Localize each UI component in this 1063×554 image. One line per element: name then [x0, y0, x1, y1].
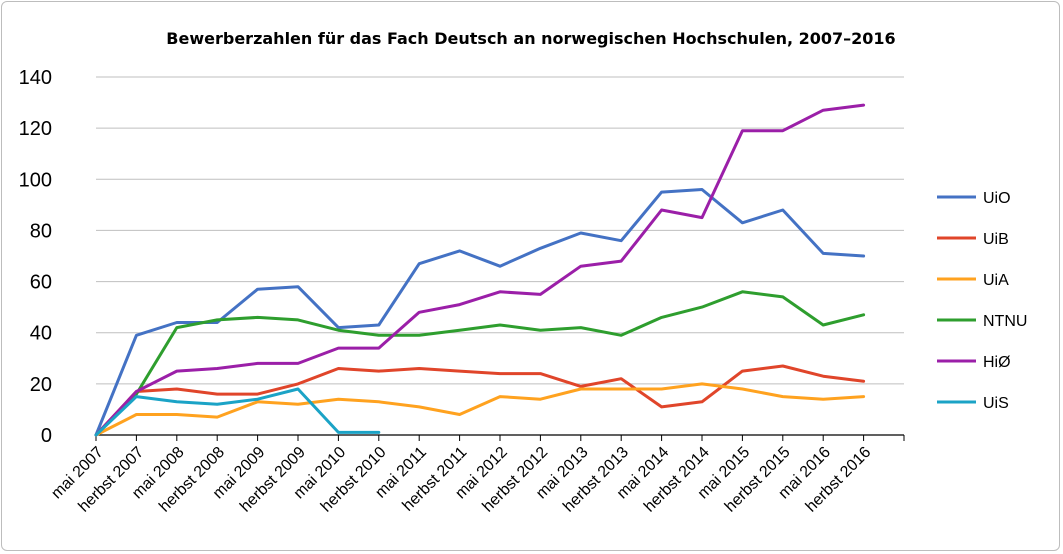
legend-label-ntnu: NTNU: [983, 313, 1027, 330]
series-line-uib: [94, 364, 866, 437]
y-tick-label: 100: [19, 169, 52, 191]
y-tick-label: 140: [19, 67, 52, 89]
legend-label-uia: UiA: [983, 272, 1009, 289]
legend: UiO UiB UiA NTNU HiØ UiS: [937, 190, 1027, 412]
series-line-hiø: [94, 103, 866, 437]
y-axis-ticks: 0 20 40 60 80 100 120 140: [19, 67, 52, 447]
legend-label-hiø: HiØ: [983, 354, 1011, 371]
legend-label-uio: UiO: [983, 190, 1011, 207]
y-tick-label: 120: [19, 118, 52, 140]
series-line-uis: [94, 387, 381, 437]
series-line-ntnu: [94, 290, 866, 437]
y-tick-label: 40: [30, 323, 52, 345]
legend-label-uis: UiS: [983, 395, 1009, 412]
series-line-uia: [94, 382, 866, 437]
gridlines: [96, 76, 904, 385]
legend-label-uib: UiB: [983, 231, 1009, 248]
y-tick-label: 0: [41, 425, 52, 447]
axes: [95, 434, 905, 441]
chart-title: Bewerberzahlen für das Fach Deutsch an n…: [166, 29, 895, 48]
y-tick-label: 20: [30, 374, 52, 396]
y-tick-label: 60: [30, 272, 52, 294]
series-line-uio: [94, 188, 866, 437]
y-tick-label: 80: [30, 220, 52, 242]
series-lines: [94, 103, 866, 437]
